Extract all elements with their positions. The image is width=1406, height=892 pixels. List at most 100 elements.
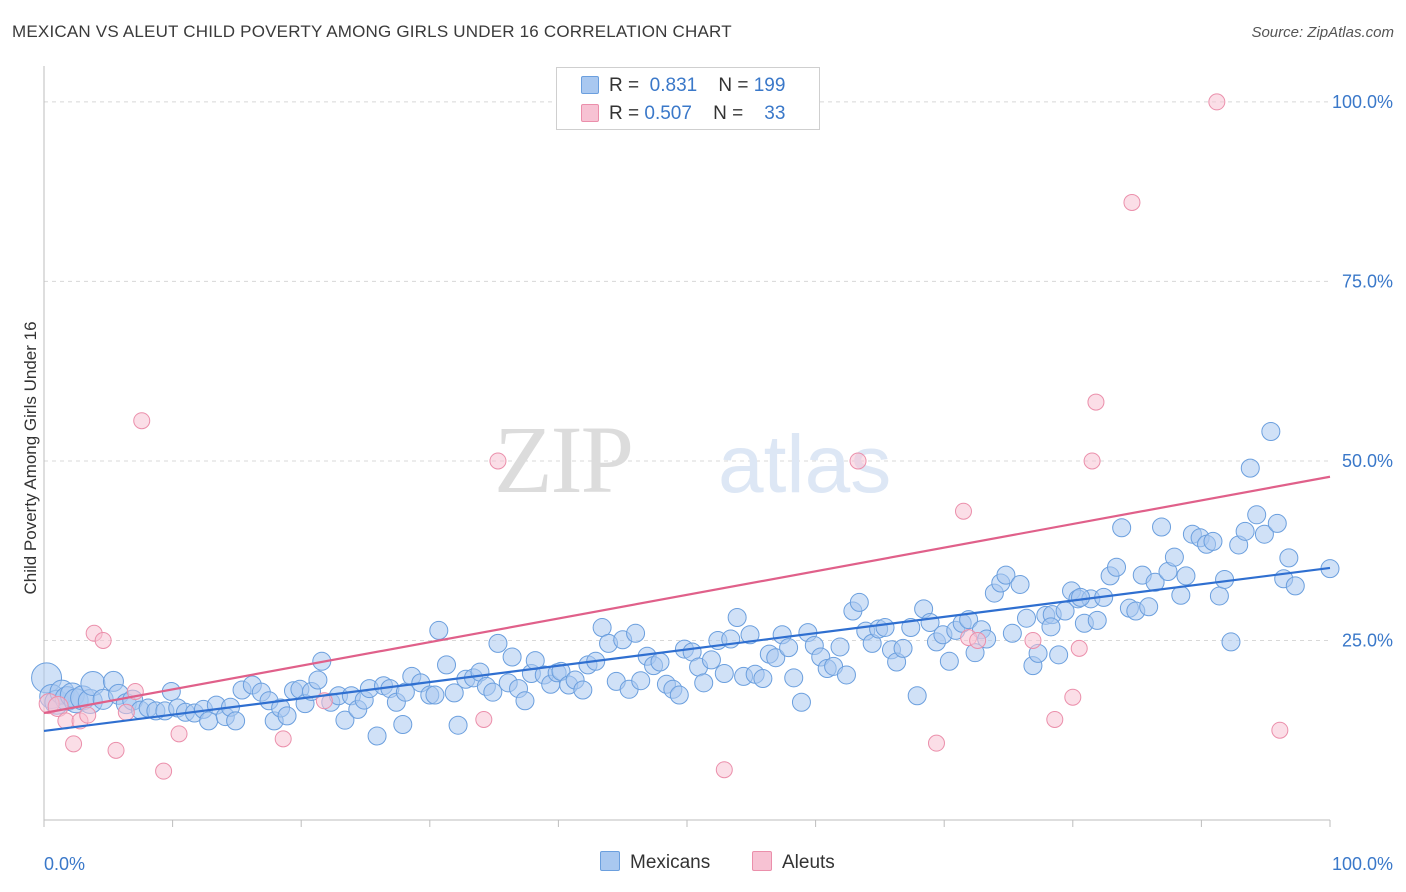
mexicans-point xyxy=(1041,617,1061,637)
legend-row-aleuts: R = 0.507 N = 33 xyxy=(581,100,785,128)
mexicans-point xyxy=(515,691,535,711)
mexicans-point xyxy=(626,623,646,643)
mexicans-point xyxy=(308,670,328,690)
mexicans-point xyxy=(830,637,850,657)
mexicans-point xyxy=(669,685,689,705)
mexicans-point xyxy=(1049,645,1069,665)
mexicans-point xyxy=(1002,623,1022,643)
y-tick-label: 50.0% xyxy=(1342,451,1393,471)
aleuts-point xyxy=(849,452,867,470)
aleuts-point xyxy=(489,452,507,470)
mexicans-point xyxy=(650,652,670,672)
aleuts-point xyxy=(1024,631,1042,649)
watermark: ZIP atlas xyxy=(494,406,891,513)
mexicans-point xyxy=(1247,505,1267,525)
aleuts-point xyxy=(117,703,135,721)
mexicans-point xyxy=(1279,548,1299,568)
mexicans-point xyxy=(1267,513,1287,533)
aleuts-swatch xyxy=(581,104,599,122)
mexicans-point xyxy=(1017,608,1037,628)
legend-r-value: 0.831 xyxy=(649,75,698,96)
aleuts-point xyxy=(1064,688,1082,706)
mexicans-point xyxy=(996,565,1016,585)
aleuts-point xyxy=(1046,710,1064,728)
mexicans-point xyxy=(1010,574,1030,594)
mexicans-point xyxy=(901,618,921,638)
mexicans-point xyxy=(429,620,449,640)
aleuts-point xyxy=(1123,193,1141,211)
mexicans-point xyxy=(836,665,856,685)
mexicans-point xyxy=(277,706,297,726)
mexicans-legend-label: Mexicans xyxy=(630,852,711,873)
y-tick-label: 75.0% xyxy=(1342,271,1393,291)
y-tick-label: 25.0% xyxy=(1342,630,1393,650)
aleuts-legend-swatch xyxy=(752,851,772,871)
aleuts-point xyxy=(927,734,945,752)
mexicans-point xyxy=(573,680,593,700)
x-tick-label-min: 0.0% xyxy=(44,854,85,874)
mexicans-trend-line xyxy=(43,566,1331,733)
mexicans-point xyxy=(335,710,355,730)
aleuts-point xyxy=(65,735,83,753)
x-tick-label-max: 100.0% xyxy=(1332,854,1393,874)
mexicans-point xyxy=(1087,610,1107,630)
aleuts-point xyxy=(1208,93,1226,111)
mexicans-point xyxy=(753,669,773,689)
mexicans-point xyxy=(727,607,747,627)
watermark-zip: ZIP xyxy=(494,406,632,513)
mexicans-point xyxy=(849,592,869,612)
legend-r-value: 0.507 xyxy=(644,103,692,124)
mexicans-point xyxy=(448,715,468,735)
aleuts-point xyxy=(1271,721,1289,739)
mexicans-point xyxy=(1171,585,1191,605)
mexicans-legend-swatch xyxy=(600,851,620,871)
mexicans-point xyxy=(444,683,464,703)
aleuts-point xyxy=(155,762,173,780)
mexicans-point xyxy=(199,711,219,731)
mexicans-point xyxy=(1112,518,1132,538)
mexicans-point xyxy=(393,714,413,734)
mexicans-point xyxy=(1152,517,1172,537)
mexicans-point xyxy=(1203,531,1223,551)
legend-r-label: R = xyxy=(609,103,640,124)
aleuts-point xyxy=(79,706,97,724)
bottom-legend-aleuts: Aleuts xyxy=(752,851,835,874)
mexicans-point xyxy=(875,618,895,638)
mexicans-swatch xyxy=(581,76,599,94)
mexicans-point xyxy=(1176,566,1196,586)
correlation-legend: R = 0.831 N = 199 R = 0.507 N = 33 xyxy=(556,67,820,130)
legend-n-value: 199 xyxy=(753,75,786,96)
legend-n-label: N = xyxy=(718,75,749,96)
mexicans-point xyxy=(631,671,651,691)
aleuts-point xyxy=(170,725,188,743)
legend-n-label: N = xyxy=(713,103,744,124)
aleuts-point xyxy=(94,631,112,649)
mexicans-points xyxy=(31,422,1340,746)
mexicans-point xyxy=(740,625,760,645)
mexicans-point xyxy=(1254,524,1274,544)
mexicans-point xyxy=(784,668,804,688)
mexicans-point xyxy=(714,664,734,684)
tick-labels: 25.0% 50.0% 75.0% 100.0% 0.0% 100.0% xyxy=(44,92,1393,874)
mexicans-point xyxy=(1164,547,1184,567)
mexicans-point xyxy=(1261,422,1281,442)
chart-title: MEXICAN VS ALEUT CHILD POVERTY AMONG GIR… xyxy=(12,22,732,41)
mexicans-point xyxy=(1071,587,1091,607)
mexicans-point xyxy=(694,673,714,693)
aleuts-point xyxy=(954,502,972,520)
y-axis-label: Child Poverty Among Girls Under 16 xyxy=(21,321,40,595)
mexicans-point xyxy=(226,711,246,731)
mexicans-point xyxy=(425,685,445,705)
mexicans-point xyxy=(1145,572,1165,592)
legend-n-value: 33 xyxy=(764,103,786,124)
mexicans-point xyxy=(907,686,927,706)
mexicans-point xyxy=(1235,521,1255,541)
mexicans-point xyxy=(1285,576,1305,596)
mexicans-point xyxy=(766,648,786,668)
mexicans-point xyxy=(488,633,508,653)
mexicans-point xyxy=(437,655,457,675)
aleuts-point xyxy=(969,631,987,649)
mexicans-point xyxy=(1221,632,1241,652)
mexicans-point xyxy=(1139,597,1159,617)
